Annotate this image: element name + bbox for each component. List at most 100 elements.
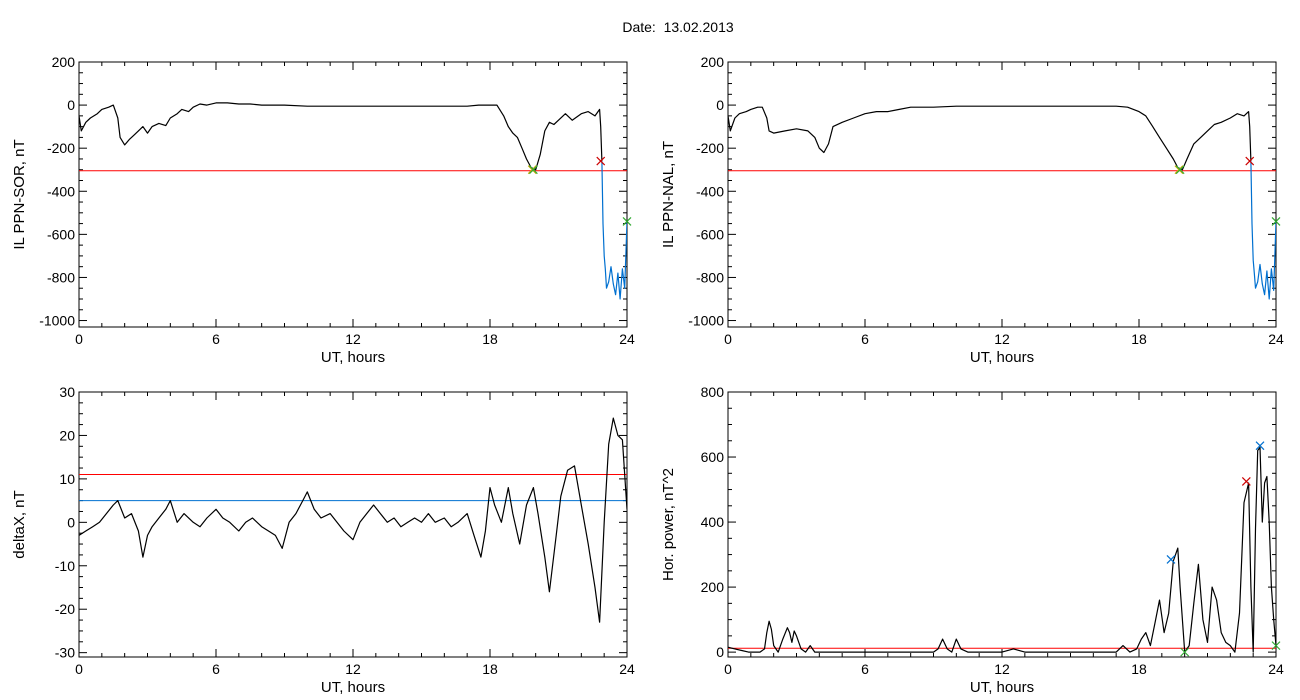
x-tick-label: 12 — [345, 661, 361, 677]
y-tick-label: -200 — [696, 140, 724, 156]
series-line-1 — [79, 102, 603, 171]
x-tick-label: 24 — [619, 661, 635, 677]
x-tick-label: 18 — [482, 661, 498, 677]
x-axis-label: UT, hours — [321, 349, 385, 366]
y-tick-label: -30 — [55, 645, 75, 661]
x-marker — [1166, 555, 1176, 564]
series-line-1 — [79, 417, 627, 623]
y-tick-label: 0 — [67, 97, 75, 113]
x-axis-label: UT, hours — [970, 349, 1034, 366]
x-marker-stroke — [1241, 476, 1251, 486]
x-marker — [527, 165, 537, 175]
y-tick-label: -1000 — [39, 313, 75, 329]
x-marker — [596, 156, 606, 166]
x-tick-label: 6 — [861, 661, 869, 677]
y-tick-label: 200 — [701, 54, 725, 70]
series-line-2 — [1250, 161, 1276, 300]
x-tick-label: 12 — [345, 331, 361, 347]
x-tick-label: 6 — [212, 331, 220, 347]
x-tick-label: 18 — [1131, 331, 1147, 347]
x-marker — [1180, 647, 1190, 657]
x-marker-stroke — [1175, 165, 1185, 175]
y-tick-label: -600 — [47, 226, 75, 242]
x-marker — [1175, 165, 1185, 175]
x-axis-label: UT, hours — [321, 679, 385, 696]
y-tick-label: 200 — [701, 579, 725, 595]
chart-panel-2: 0 6 12 18 24 -1000 -800 -600 -400 -200 0 200 UT, hou… — [660, 54, 1284, 366]
x-tick-label: 0 — [75, 331, 83, 347]
y-axis-label: Hor. power, nT^2 — [660, 468, 677, 581]
x-marker — [1174, 165, 1184, 175]
x-marker-stroke — [527, 165, 537, 175]
x-tick-label: 18 — [482, 331, 498, 347]
plot-area — [728, 446, 1276, 653]
x-marker-stroke — [596, 156, 606, 166]
x-marker — [1255, 441, 1265, 451]
plot-area — [728, 105, 1276, 300]
x-tick-label: 24 — [1268, 661, 1284, 677]
chart-panel-3: 0 6 12 18 24 -30 -20 -10 0 10 20 30 UT, hours deltaX,… — [11, 384, 635, 696]
x-tick-label: 12 — [994, 661, 1010, 677]
y-tick-label: -400 — [696, 183, 724, 199]
y-tick-label: -1000 — [688, 313, 724, 329]
y-tick-label: -400 — [47, 183, 75, 199]
y-tick-label: 0 — [716, 97, 724, 113]
plot-area — [79, 417, 627, 623]
y-tick-label: 200 — [52, 54, 76, 70]
chart-panel-1: 0 6 12 18 24 -1000 -800 -600 -400 -200 0 200 UT, hou… — [11, 54, 635, 366]
y-tick-label: 800 — [701, 384, 725, 400]
y-tick-label: -600 — [696, 226, 724, 242]
plot-frame — [78, 391, 628, 658]
y-axis-label: IL PPN-NAL, nT — [660, 141, 677, 248]
x-marker-stroke — [1271, 641, 1281, 651]
x-tick-label: 12 — [994, 331, 1010, 347]
y-tick-label: -800 — [47, 269, 75, 285]
series-line-1 — [728, 446, 1276, 653]
x-marker — [1245, 156, 1255, 166]
y-tick-label: 10 — [59, 471, 75, 487]
x-tick-label: 18 — [1131, 661, 1147, 677]
x-marker-stroke — [1166, 555, 1176, 564]
series-line-2 — [601, 161, 627, 300]
y-tick-label: 30 — [59, 384, 75, 400]
plot-area — [79, 102, 627, 300]
plot-frame — [727, 391, 1277, 658]
x-tick-label: 0 — [75, 661, 83, 677]
y-axis-label: IL PPN-SOR, nT — [11, 139, 28, 249]
x-tick-label: 6 — [861, 331, 869, 347]
x-marker-stroke — [1245, 156, 1255, 166]
y-tick-label: 600 — [701, 449, 725, 465]
plot-frame — [727, 61, 1277, 328]
x-marker-stroke — [528, 165, 538, 175]
x-marker-stroke — [1180, 647, 1190, 657]
page-title: Date: 13.02.2013 — [622, 19, 734, 35]
x-marker — [1271, 641, 1281, 651]
series-line-1 — [728, 105, 1252, 171]
y-tick-label: 20 — [59, 427, 75, 443]
y-tick-label: 400 — [701, 514, 725, 530]
x-tick-label: 0 — [724, 661, 732, 677]
x-marker — [622, 217, 632, 226]
y-axis-label: deltaX, nT — [11, 490, 28, 558]
y-tick-label: -800 — [696, 269, 724, 285]
chart-panel-4: 0 6 12 18 24 0 200 400 600 800 UT, hours Hor. power… — [660, 384, 1284, 696]
y-tick-label: 0 — [716, 644, 724, 660]
x-marker — [1241, 476, 1251, 486]
x-tick-label: 24 — [1268, 331, 1284, 347]
y-tick-label: -10 — [55, 558, 75, 574]
x-tick-label: 0 — [724, 331, 732, 347]
y-tick-label: -20 — [55, 601, 75, 617]
x-marker-stroke — [1255, 441, 1265, 451]
x-axis-label: UT, hours — [970, 679, 1034, 696]
x-tick-label: 24 — [619, 331, 635, 347]
plot-frame — [78, 61, 628, 328]
x-marker-stroke — [622, 217, 632, 226]
x-tick-label: 6 — [212, 661, 220, 677]
x-marker-stroke — [1174, 165, 1184, 175]
y-tick-label: -200 — [47, 140, 75, 156]
y-tick-label: 0 — [67, 514, 75, 530]
x-marker — [528, 165, 538, 175]
x-marker — [1271, 217, 1281, 226]
x-marker-stroke — [1271, 217, 1281, 226]
